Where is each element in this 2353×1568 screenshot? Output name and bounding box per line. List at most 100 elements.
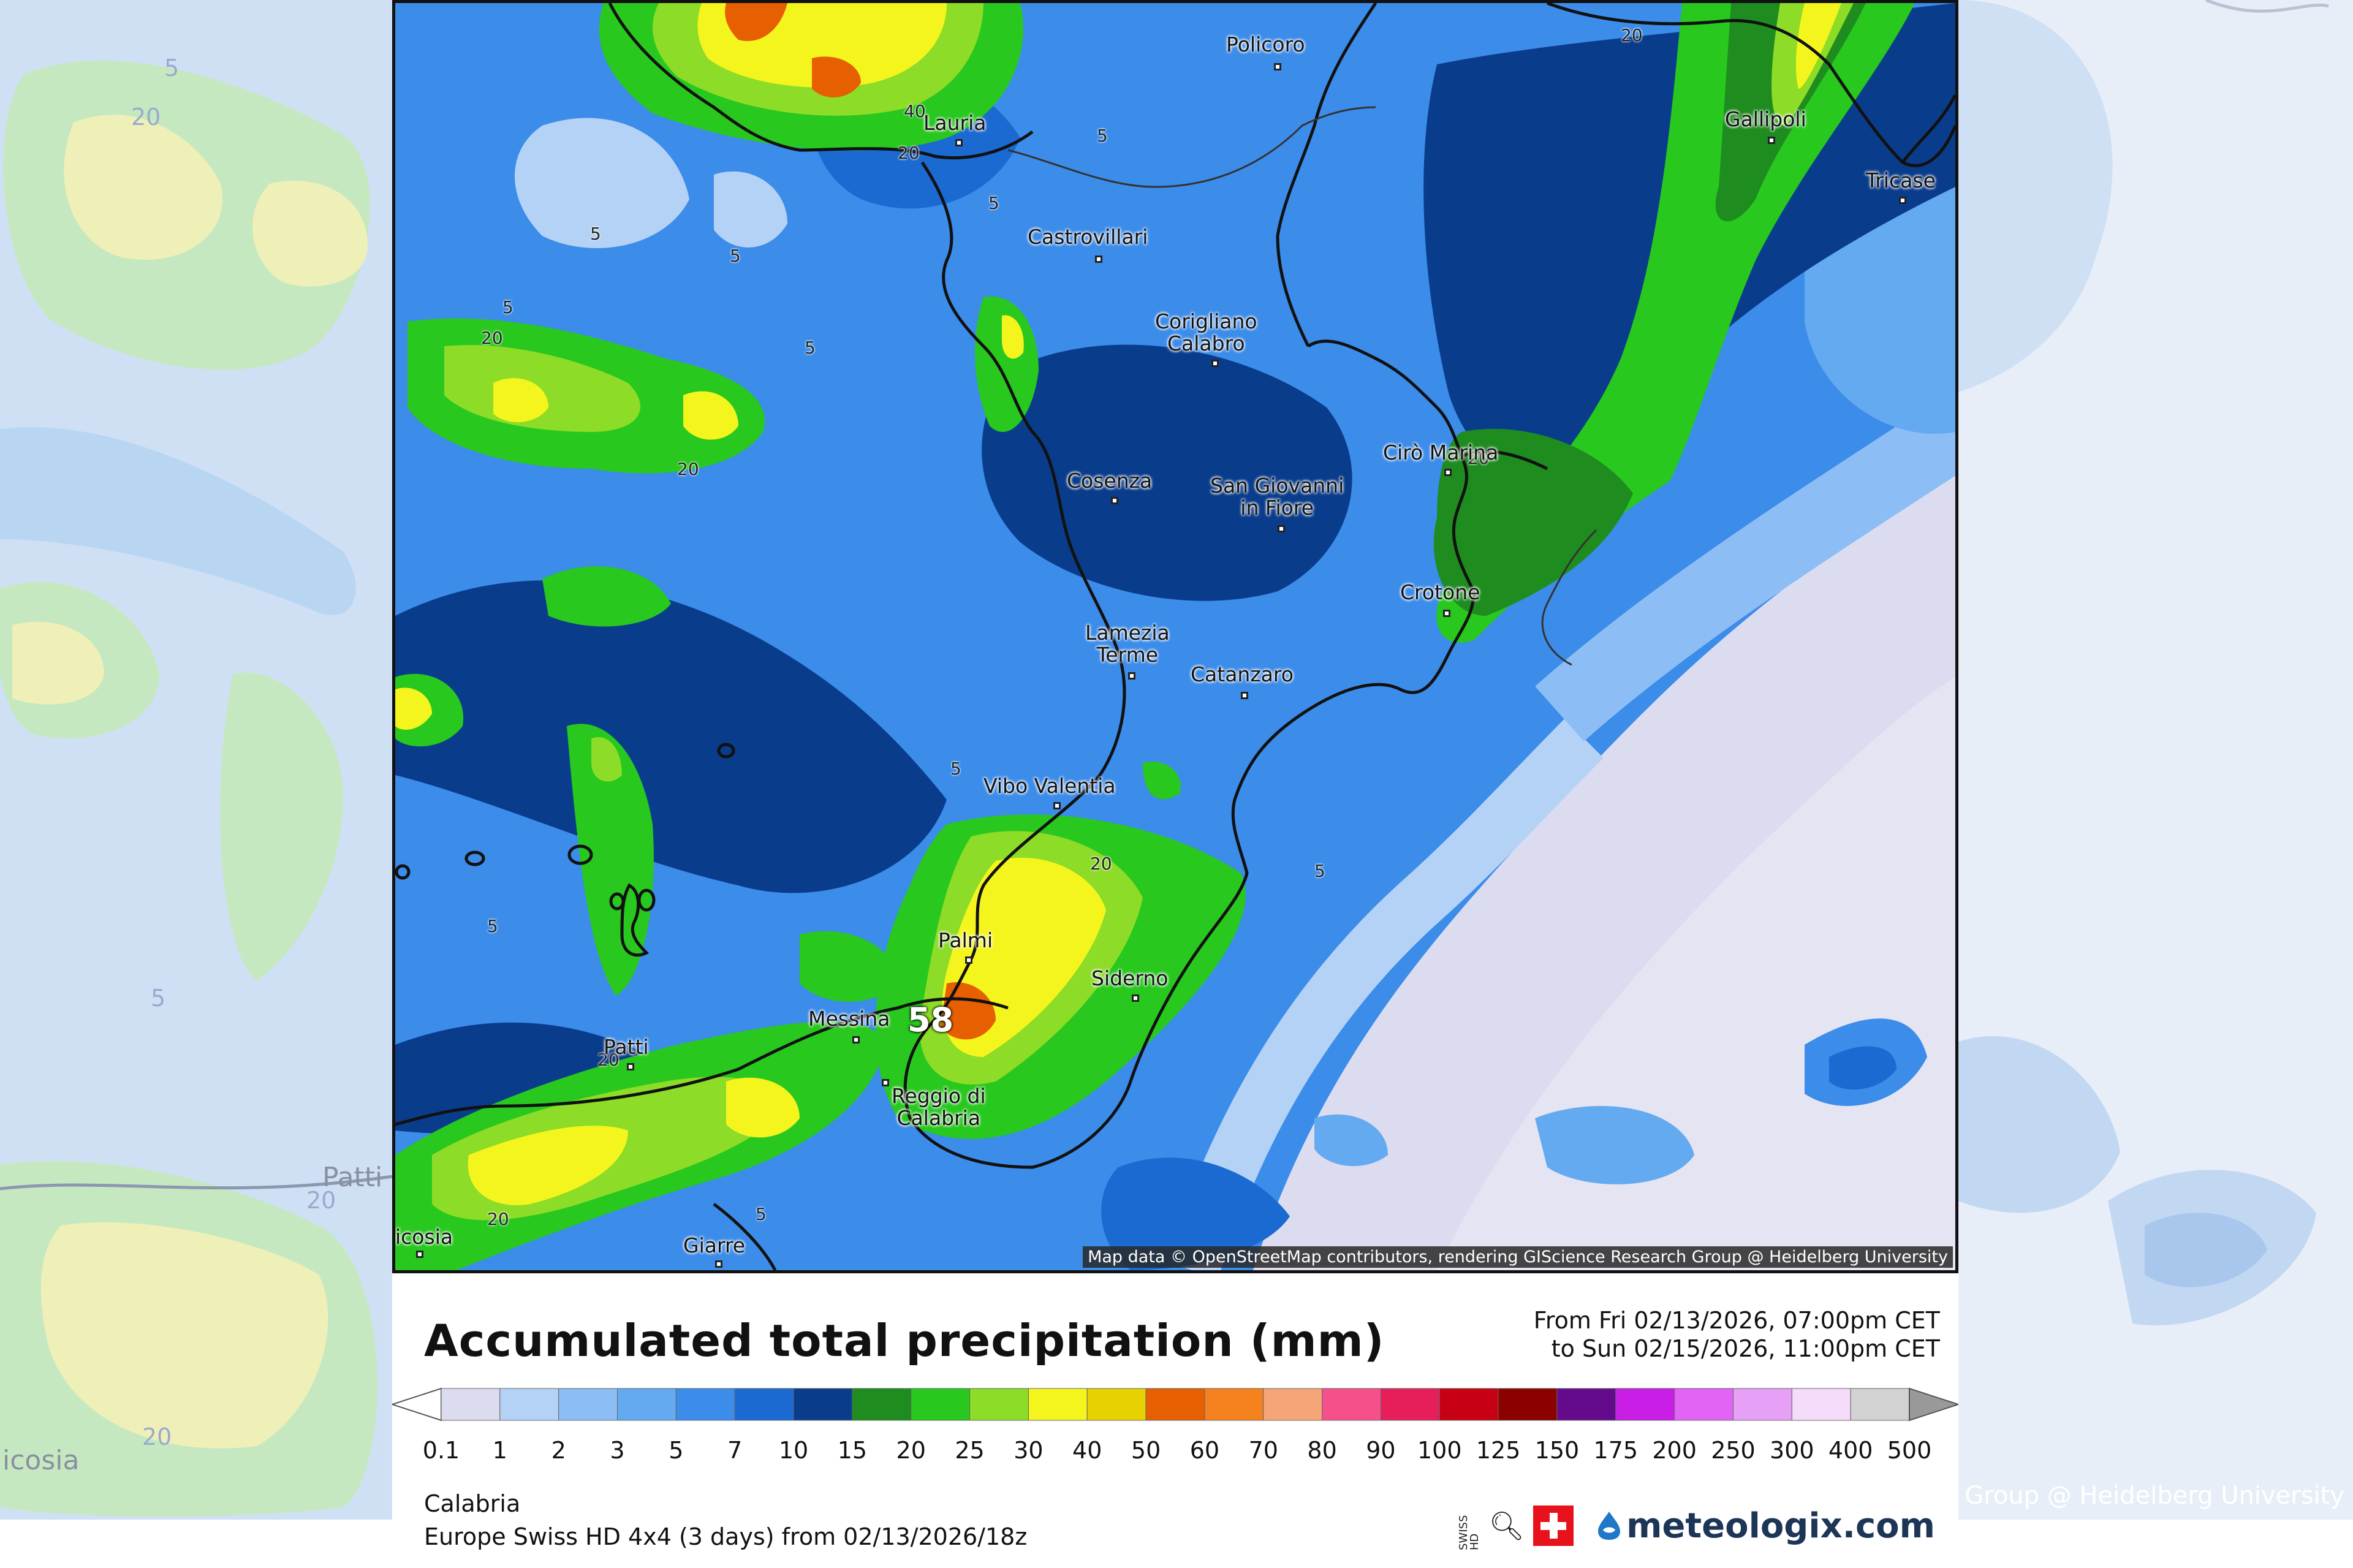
period-start: From Fri 02/13/2026, 07:00pm CET: [1533, 1307, 1940, 1334]
scale-swatch: [1439, 1388, 1499, 1421]
scale-swatch: [499, 1388, 559, 1421]
contour-label: 5: [590, 224, 601, 244]
scale-tick-label: 5: [669, 1437, 684, 1464]
scale-swatch: [1850, 1388, 1910, 1421]
scale-tick-label: 40: [1072, 1437, 1102, 1464]
scale-swatch: [1732, 1388, 1792, 1421]
scale-tick-label: 70: [1248, 1437, 1278, 1464]
city-label-patti: Patti: [604, 1035, 649, 1059]
city-marker: [1899, 197, 1906, 204]
scale-swatch: [1204, 1388, 1264, 1421]
city-label-lamezia-terme: Lamezia Terme: [1085, 621, 1170, 667]
scale-tick-label: 1: [492, 1437, 507, 1464]
scale-tick-label: 90: [1366, 1437, 1396, 1464]
scale-swatch: [1791, 1388, 1851, 1421]
scale-swatch: [1263, 1388, 1323, 1421]
scale-tick-label: 400: [1828, 1437, 1873, 1464]
city-marker: [416, 1251, 423, 1258]
max-precipitation-label: 58: [907, 1001, 954, 1039]
background-city-label: icosia: [2, 1445, 79, 1476]
contour-label: 20: [1621, 25, 1643, 45]
scale-tick-label: 50: [1131, 1437, 1161, 1464]
city-label-reggio-di-calabria: Reggio di Calabria: [892, 1084, 986, 1130]
brand-name: meteologix.com: [1626, 1506, 1935, 1546]
city-label-palmi: Palmi: [938, 928, 993, 952]
period-end: to Sun 02/15/2026, 11:00pm CET: [1551, 1335, 1940, 1362]
contour-label: 5: [1314, 861, 1325, 881]
contour-label: 20: [1090, 854, 1112, 874]
city-marker: [852, 1036, 860, 1043]
city-label-nicosia: icosia: [395, 1225, 453, 1249]
city-marker: [882, 1079, 889, 1086]
scale-tick-label: 25: [955, 1437, 985, 1464]
city-marker: [1278, 525, 1285, 532]
city-marker: [955, 139, 963, 146]
scale-arrow-low: [392, 1387, 442, 1422]
contour-label: 5: [1097, 126, 1108, 146]
city-label-lauria: Lauria: [923, 111, 987, 135]
background-contour-label: 5: [151, 985, 165, 1012]
city-label-gallipoli: Gallipoli: [1725, 107, 1806, 131]
city-marker: [1768, 137, 1775, 144]
scale-swatch: [852, 1388, 912, 1421]
contour-label: 5: [988, 193, 999, 213]
scale-swatch: [1028, 1388, 1088, 1421]
city-label-castrovillari: Castrovillari: [1028, 225, 1148, 249]
city-label-vibo-valentia: Vibo Valentia: [983, 774, 1116, 798]
scale-swatch: [1556, 1388, 1616, 1421]
contour-label: 20: [1468, 448, 1490, 468]
city-label-crotone: Crotone: [1400, 580, 1480, 604]
city-label-corigliano-calabro: Corigliano Calabro: [1155, 309, 1257, 355]
scale-arrow-high: [1909, 1387, 1958, 1422]
background-contour-label: 5: [164, 55, 179, 81]
scale-tick-label: 500: [1887, 1437, 1932, 1464]
city-label-tricase: Tricase: [1866, 169, 1936, 192]
city-label-catanzaro: Catanzaro: [1191, 662, 1294, 686]
scale-tick-label: 15: [837, 1437, 868, 1464]
scale-tick-label: 20: [896, 1437, 926, 1464]
contour-label: 5: [805, 338, 816, 358]
background-contour-label: 20: [306, 1187, 336, 1214]
swiss-hd-label: SWISS HD: [1457, 1515, 1481, 1550]
scale-tick-label: 2: [551, 1437, 566, 1464]
contour-label: 40: [904, 101, 926, 121]
city-label-cosenza: Cosenza: [1067, 469, 1153, 493]
city-marker: [1095, 256, 1102, 263]
city-marker: [1111, 497, 1118, 504]
meteologix-logo[interactable]: meteologix.com: [1596, 1506, 1935, 1546]
scale-tick-label: 125: [1476, 1437, 1521, 1464]
scale-tick-label: 150: [1534, 1437, 1580, 1464]
scale-swatch: [969, 1388, 1029, 1421]
city-marker: [1443, 610, 1450, 617]
scale-tick-label: 175: [1593, 1437, 1639, 1464]
model-run-info: Europe Swiss HD 4x4 (3 days) from 02/13/…: [424, 1523, 1028, 1550]
background-city-label: Patti: [322, 1162, 382, 1193]
scale-tick-label: 80: [1307, 1437, 1337, 1464]
city-marker: [1241, 692, 1248, 699]
scale-swatch: [1674, 1388, 1733, 1421]
scale-swatch: [734, 1388, 794, 1421]
contour-label: 5: [756, 1204, 767, 1224]
scale-tick-label: 100: [1417, 1437, 1462, 1464]
city-marker: [1128, 672, 1135, 680]
city-marker: [1053, 802, 1061, 809]
city-marker: [627, 1063, 634, 1070]
scale-swatch: [558, 1388, 618, 1421]
scale-swatch: [1086, 1388, 1146, 1421]
city-marker: [715, 1260, 722, 1268]
scale-tick-label: 200: [1652, 1437, 1697, 1464]
scale-tick-label: 60: [1189, 1437, 1220, 1464]
magnifier-icon: 🔍︎: [1488, 1509, 1525, 1542]
city-marker: [965, 956, 972, 964]
scale-swatch: [911, 1388, 971, 1421]
color-scale-bar: [392, 1387, 1958, 1422]
precipitation-map[interactable]: 5 5 5 5 5 5 5 5 5 5 20 20 20 20 20 20 20…: [392, 0, 1958, 1273]
contour-label: 20: [597, 1050, 620, 1070]
scale-tick-label: 30: [1014, 1437, 1044, 1464]
contour-label: 5: [487, 916, 498, 936]
city-label-giarre: Giarre: [683, 1233, 746, 1257]
map-attribution: Map data © OpenStreetMap contributors, r…: [1083, 1246, 1953, 1268]
logos: SWISS HD 🔍︎ meteologix.com: [1457, 1501, 1935, 1550]
scale-swatch: [793, 1388, 853, 1421]
scale-tick-label: 300: [1770, 1437, 1814, 1464]
